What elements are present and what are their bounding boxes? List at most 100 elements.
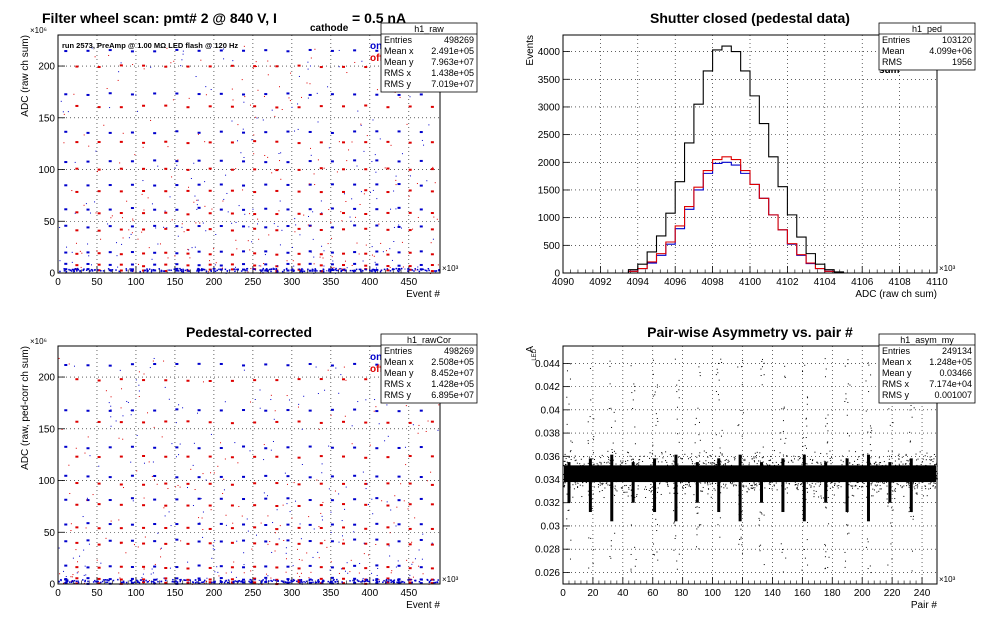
transition-point bbox=[65, 575, 67, 577]
baseline-point bbox=[90, 268, 93, 271]
transition-point bbox=[330, 221, 332, 223]
baseline-point bbox=[340, 269, 343, 272]
asymmetry-point bbox=[745, 470, 747, 472]
asymmetry-point bbox=[881, 471, 883, 473]
asymmetry-point bbox=[715, 474, 717, 476]
asymmetry-point bbox=[921, 480, 923, 482]
asymmetry-point bbox=[665, 477, 667, 479]
asymmetry-point bbox=[628, 488, 630, 490]
transition-point bbox=[280, 152, 282, 154]
asymmetry-point bbox=[642, 460, 644, 462]
asymmetry-point bbox=[810, 485, 812, 487]
asymmetry-point bbox=[875, 476, 877, 478]
transition-point bbox=[129, 269, 131, 271]
on-point bbox=[264, 226, 268, 229]
asymmetry-point bbox=[650, 475, 652, 477]
transition-point bbox=[243, 156, 245, 158]
transition-point bbox=[277, 225, 279, 227]
x-tick-label-1: 4092 bbox=[589, 277, 612, 288]
baseline-point bbox=[203, 579, 206, 582]
off-point bbox=[275, 420, 279, 423]
baseline-point bbox=[214, 581, 216, 584]
transition-point bbox=[125, 552, 127, 554]
on-point bbox=[375, 564, 379, 567]
transition-point bbox=[357, 401, 359, 403]
asymmetry-point bbox=[593, 486, 595, 488]
asymmetry-outlier bbox=[908, 511, 910, 513]
asymmetry-outlier bbox=[887, 564, 889, 566]
x-tick-label-1: 50 bbox=[91, 588, 103, 599]
asymmetry-point bbox=[700, 490, 702, 492]
asymmetry-point bbox=[933, 485, 935, 487]
baseline-point bbox=[74, 267, 77, 270]
asymmetry-point bbox=[573, 488, 575, 490]
asymmetry-outlier bbox=[741, 544, 743, 546]
asymmetry-point bbox=[763, 477, 765, 479]
off-point bbox=[364, 252, 368, 255]
asymmetry-point bbox=[758, 460, 760, 462]
off-point bbox=[275, 482, 279, 485]
asymmetry-point bbox=[657, 491, 659, 493]
asymmetry-point bbox=[727, 461, 729, 463]
asymmetry-point bbox=[692, 475, 694, 477]
transition-point bbox=[394, 495, 396, 497]
baseline-point bbox=[183, 579, 185, 581]
baseline-point bbox=[79, 269, 81, 272]
asymmetry-point bbox=[865, 470, 867, 472]
asymmetry-point bbox=[768, 464, 770, 466]
on-point bbox=[130, 565, 134, 568]
asymmetry-point bbox=[743, 474, 745, 476]
asymmetry-point bbox=[776, 468, 778, 470]
asymmetry-point bbox=[596, 470, 598, 472]
asymmetry-outlier bbox=[826, 483, 828, 485]
on-point bbox=[153, 498, 157, 501]
asymmetry-point bbox=[874, 473, 876, 475]
transition-point bbox=[202, 222, 204, 224]
baseline-point bbox=[69, 269, 72, 272]
baseline-point bbox=[335, 269, 338, 272]
on-point bbox=[197, 49, 201, 52]
transition-point bbox=[326, 546, 328, 548]
asymmetry-point bbox=[862, 482, 864, 484]
asymmetry-point bbox=[618, 471, 620, 473]
asymmetry-point bbox=[668, 470, 670, 472]
transition-point bbox=[263, 459, 265, 461]
transition-point bbox=[88, 145, 90, 147]
asymmetry-point bbox=[744, 470, 746, 472]
transition-point bbox=[169, 567, 171, 569]
asymmetry-point bbox=[850, 485, 852, 487]
asymmetry-outlier bbox=[570, 539, 572, 541]
asymmetry-point bbox=[907, 479, 909, 481]
asymmetry-point bbox=[851, 487, 853, 489]
transition-point bbox=[395, 208, 397, 210]
asymmetry-point bbox=[897, 466, 899, 468]
transition-point bbox=[132, 500, 134, 502]
transition-point bbox=[122, 237, 124, 239]
asymmetry-point bbox=[694, 481, 696, 483]
asymmetry-point bbox=[891, 463, 893, 465]
asymmetry-point bbox=[733, 475, 735, 477]
on-point bbox=[353, 262, 357, 265]
transition-point bbox=[344, 508, 346, 510]
asymmetry-point bbox=[811, 478, 813, 480]
asymmetry-point bbox=[879, 485, 881, 487]
asymmetry-point bbox=[724, 463, 726, 465]
baseline-point bbox=[365, 578, 367, 581]
asymmetry-point bbox=[646, 488, 648, 490]
asymmetry-point bbox=[813, 490, 815, 492]
baseline-point bbox=[322, 269, 325, 271]
on-point bbox=[375, 208, 379, 211]
asymmetry-point bbox=[849, 473, 851, 475]
off-point bbox=[319, 455, 323, 458]
on-point bbox=[264, 474, 268, 477]
asymmetry-point bbox=[884, 475, 886, 477]
asymmetry-point bbox=[593, 468, 595, 470]
asymmetry-point bbox=[755, 466, 757, 468]
asymmetry-point bbox=[786, 492, 788, 494]
off-point bbox=[253, 264, 257, 267]
transition-point bbox=[73, 365, 75, 367]
transition-point bbox=[267, 543, 269, 545]
transition-point bbox=[205, 94, 207, 96]
asymmetry-point bbox=[735, 479, 737, 481]
asymmetry-point bbox=[622, 474, 624, 476]
